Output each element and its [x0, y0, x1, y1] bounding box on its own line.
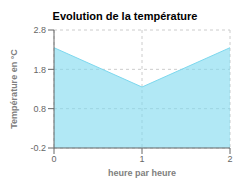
svg-text:Température en °C: Température en °C: [9, 49, 19, 129]
svg-text:heure par heure: heure par heure: [108, 168, 176, 178]
svg-text:2.8: 2.8: [33, 25, 46, 35]
svg-text:2: 2: [227, 154, 232, 164]
html-text:Evolution de la température: Evolution de la température: [52, 10, 198, 22]
svg-text:1: 1: [139, 154, 144, 164]
svg-text:1.8: 1.8: [33, 65, 46, 75]
svg-text:-0.2: -0.2: [30, 143, 46, 153]
svg-text:0.8: 0.8: [33, 104, 46, 114]
svg-text:0: 0: [51, 154, 56, 164]
